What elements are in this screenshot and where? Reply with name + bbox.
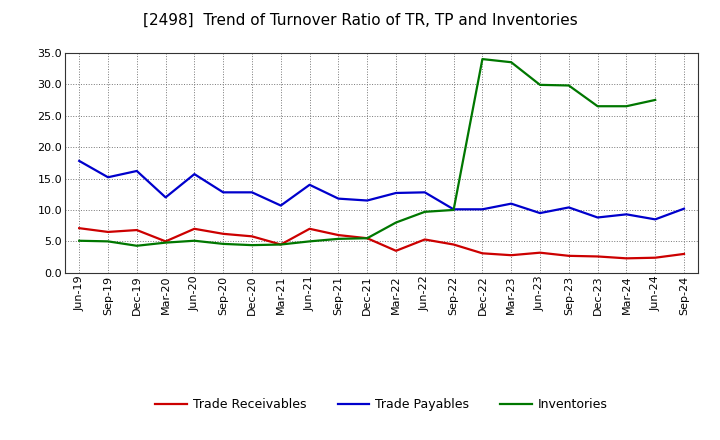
Trade Payables [420,190,429,195]
Trade Receivables [536,250,544,255]
Trade Payables [392,191,400,196]
Inventories [363,235,372,241]
Trade Receivables [190,226,199,231]
Trade Payables [219,190,228,195]
Trade Receivables [651,255,660,260]
Trade Receivables [420,237,429,242]
Trade Receivables [161,239,170,244]
Inventories [190,238,199,243]
Trade Payables [478,207,487,212]
Inventories [104,239,112,244]
Trade Receivables [622,256,631,261]
Line: Inventories: Inventories [79,59,655,246]
Trade Receivables [219,231,228,236]
Inventories [651,97,660,103]
Trade Payables [449,207,458,212]
Trade Payables [190,172,199,177]
Inventories [132,243,141,249]
Inventories [161,240,170,245]
Trade Payables [651,217,660,222]
Trade Receivables [564,253,573,258]
Trade Payables [507,201,516,206]
Trade Receivables [248,234,256,239]
Trade Payables [248,190,256,195]
Trade Receivables [276,242,285,247]
Inventories [334,236,343,242]
Trade Payables [276,203,285,208]
Inventories [593,103,602,109]
Trade Payables [363,198,372,203]
Trade Receivables [680,251,688,257]
Trade Receivables [593,254,602,259]
Inventories [564,83,573,88]
Trade Receivables [104,229,112,235]
Trade Receivables [363,235,372,241]
Line: Trade Receivables: Trade Receivables [79,228,684,258]
Inventories [305,239,314,244]
Text: [2498]  Trend of Turnover Ratio of TR, TP and Inventories: [2498] Trend of Turnover Ratio of TR, TP… [143,13,577,28]
Inventories [248,242,256,248]
Trade Receivables [75,226,84,231]
Inventories [449,207,458,213]
Inventories [420,209,429,214]
Inventories [276,242,285,247]
Legend: Trade Receivables, Trade Payables, Inventories: Trade Receivables, Trade Payables, Inven… [150,393,613,416]
Trade Receivables [507,253,516,258]
Inventories [219,241,228,246]
Trade Payables [161,195,170,200]
Trade Payables [132,169,141,174]
Line: Trade Payables: Trade Payables [79,161,684,220]
Inventories [75,238,84,243]
Trade Payables [104,175,112,180]
Trade Receivables [132,227,141,233]
Trade Receivables [334,232,343,238]
Trade Payables [536,210,544,216]
Inventories [536,82,544,88]
Trade Payables [75,158,84,164]
Trade Payables [593,215,602,220]
Inventories [478,56,487,62]
Inventories [507,59,516,65]
Inventories [392,220,400,225]
Trade Payables [334,196,343,201]
Trade Payables [305,182,314,187]
Trade Receivables [305,226,314,231]
Trade Receivables [449,242,458,247]
Trade Receivables [392,248,400,253]
Trade Payables [564,205,573,210]
Trade Payables [680,206,688,211]
Inventories [622,103,631,109]
Trade Receivables [478,251,487,256]
Trade Payables [622,212,631,217]
